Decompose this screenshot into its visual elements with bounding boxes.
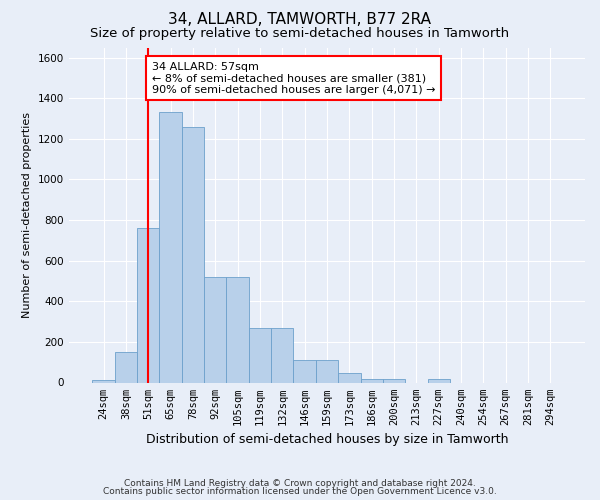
Y-axis label: Number of semi-detached properties: Number of semi-detached properties <box>22 112 32 318</box>
Bar <box>249 328 271 382</box>
Text: Contains HM Land Registry data © Crown copyright and database right 2024.: Contains HM Land Registry data © Crown c… <box>124 478 476 488</box>
Bar <box>226 277 249 382</box>
X-axis label: Distribution of semi-detached houses by size in Tamworth: Distribution of semi-detached houses by … <box>146 433 508 446</box>
Bar <box>182 126 204 382</box>
Bar <box>137 228 160 382</box>
Bar <box>92 380 115 382</box>
Text: Contains public sector information licensed under the Open Government Licence v3: Contains public sector information licen… <box>103 487 497 496</box>
Bar <box>271 328 293 382</box>
Bar <box>338 374 361 382</box>
Bar <box>115 352 137 382</box>
Bar <box>160 112 182 382</box>
Bar <box>361 379 383 382</box>
Bar <box>383 379 405 382</box>
Text: 34 ALLARD: 57sqm
← 8% of semi-detached houses are smaller (381)
90% of semi-deta: 34 ALLARD: 57sqm ← 8% of semi-detached h… <box>152 62 435 95</box>
Bar <box>428 380 450 382</box>
Bar <box>293 360 316 382</box>
Text: Size of property relative to semi-detached houses in Tamworth: Size of property relative to semi-detach… <box>91 28 509 40</box>
Text: 34, ALLARD, TAMWORTH, B77 2RA: 34, ALLARD, TAMWORTH, B77 2RA <box>169 12 431 28</box>
Bar <box>316 360 338 382</box>
Bar <box>204 277 226 382</box>
